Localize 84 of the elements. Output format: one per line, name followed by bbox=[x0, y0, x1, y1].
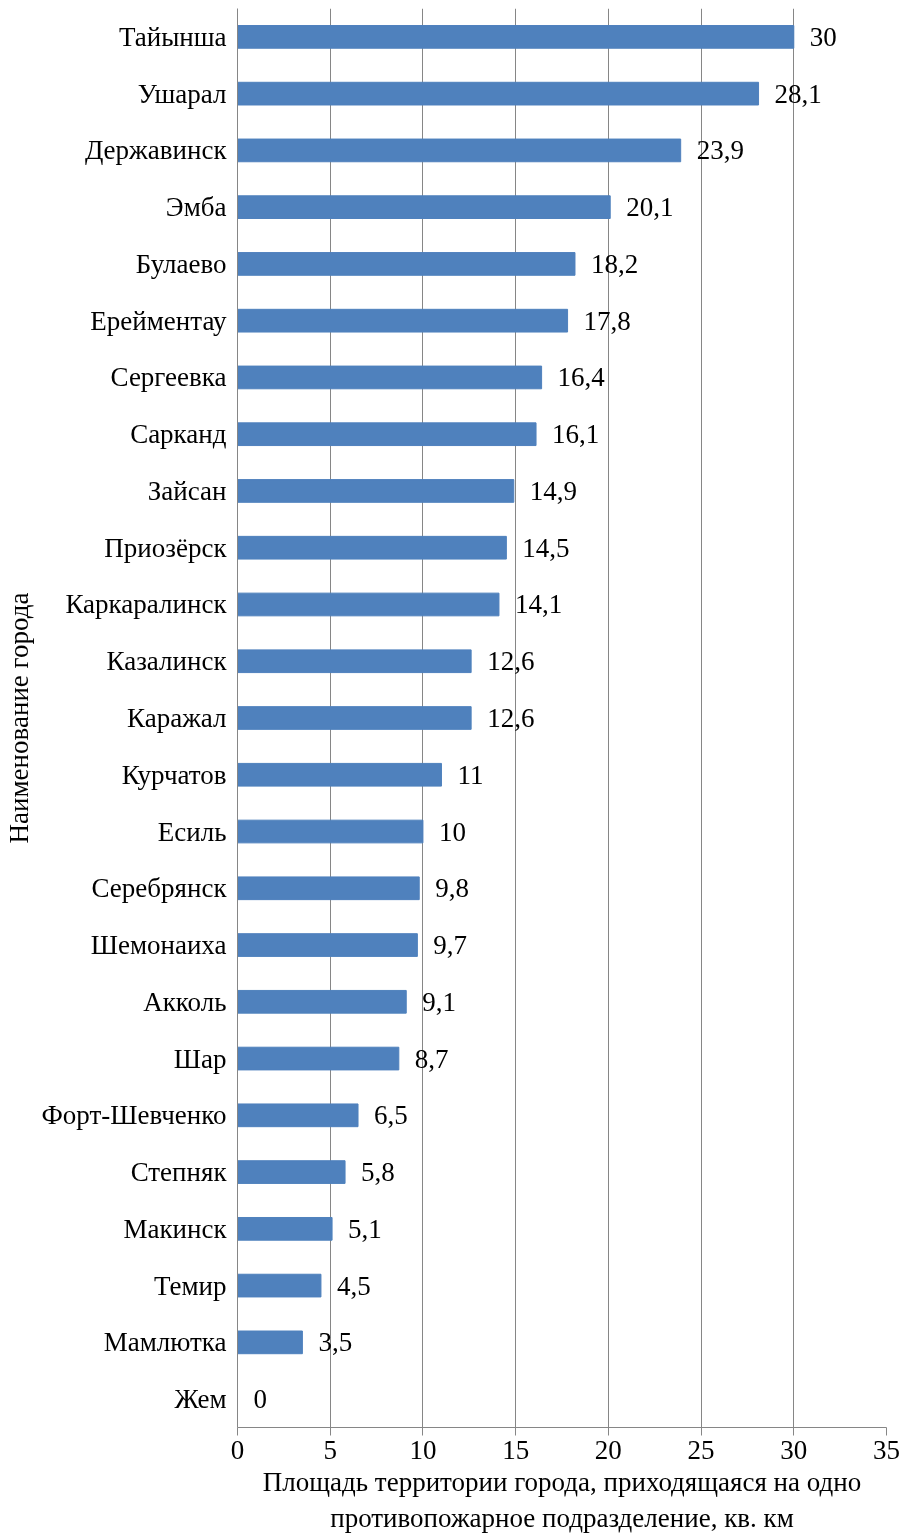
y-tick-label: Акколь bbox=[143, 986, 227, 1017]
x-tick-label: 30 bbox=[780, 1434, 808, 1465]
bar bbox=[237, 25, 795, 49]
y-tick-label: Сергеевка bbox=[110, 362, 227, 393]
data-label: 4,5 bbox=[336, 1270, 371, 1301]
data-label: 14,1 bbox=[514, 589, 563, 620]
bar bbox=[237, 252, 576, 276]
data-label: 17,8 bbox=[583, 305, 631, 336]
y-tick-label: Сарканд bbox=[130, 419, 227, 450]
y-tick-label: Жем bbox=[174, 1384, 227, 1415]
data-label: 14,9 bbox=[529, 475, 578, 506]
data-label: 12,6 bbox=[487, 703, 535, 733]
bar bbox=[237, 933, 418, 957]
data-label: 9,8 bbox=[435, 873, 469, 904]
data-label: 10 bbox=[438, 816, 466, 847]
bar bbox=[237, 308, 569, 333]
bar bbox=[237, 1160, 346, 1184]
data-label: 18,2 bbox=[590, 248, 639, 279]
bar bbox=[237, 1330, 303, 1355]
bar bbox=[237, 989, 407, 1014]
bar bbox=[237, 365, 543, 390]
data-label: 6,5 bbox=[374, 1100, 408, 1131]
y-tick-label: Ушарал bbox=[137, 78, 227, 109]
x-tick-label: 35 bbox=[873, 1434, 900, 1465]
x-tick-label: 20 bbox=[594, 1434, 622, 1465]
y-tick-label: Курчатов bbox=[121, 759, 227, 790]
y-tick-label: Темир bbox=[154, 1270, 227, 1301]
bar bbox=[237, 81, 760, 106]
y-tick-label: Есиль bbox=[157, 816, 227, 847]
data-label: 23,9 bbox=[696, 135, 744, 166]
y-axis-title: Наименование города bbox=[3, 592, 34, 844]
y-tick-label: Шемонаиха bbox=[90, 930, 227, 961]
data-label: 12,6 bbox=[487, 646, 535, 677]
y-tick-label: Зайсан bbox=[147, 475, 227, 506]
y-tick-label: Приозёрск bbox=[104, 532, 228, 563]
data-label: 14,5 bbox=[522, 532, 570, 563]
bar bbox=[237, 1103, 359, 1128]
bar bbox=[237, 1216, 333, 1241]
bar bbox=[237, 1273, 322, 1298]
data-label: 16,1 bbox=[552, 419, 600, 450]
y-tick-label: Каркаралинск bbox=[65, 589, 228, 620]
bar bbox=[237, 195, 611, 220]
bar bbox=[237, 762, 442, 787]
x-tick-label: 5 bbox=[323, 1434, 337, 1465]
y-tick-label: Эмба bbox=[165, 192, 227, 223]
bar bbox=[237, 535, 507, 560]
data-label: 5,8 bbox=[361, 1157, 395, 1188]
data-label: 9,7 bbox=[433, 930, 468, 961]
y-tick-label: Шар bbox=[173, 1043, 227, 1074]
y-tick-label: Серебрянск bbox=[91, 873, 228, 904]
y-tick-label: Ерейментау bbox=[90, 305, 227, 336]
y-tick-label: Макинск bbox=[123, 1213, 228, 1244]
data-label: 8,7 bbox=[414, 1043, 449, 1074]
y-tick-label: Тайынша bbox=[118, 21, 227, 52]
bar bbox=[237, 138, 682, 163]
y-tick-label: Казалинск bbox=[106, 646, 228, 677]
x-tick-label: 10 bbox=[409, 1434, 437, 1465]
bar bbox=[237, 876, 420, 901]
data-label: 20,1 bbox=[626, 192, 674, 223]
y-tick-label: Степняк bbox=[130, 1157, 228, 1188]
x-tick-label: 0 bbox=[230, 1434, 245, 1465]
bar bbox=[237, 1046, 400, 1071]
bar bbox=[237, 819, 424, 844]
data-label: 9,1 bbox=[422, 986, 456, 1017]
data-label: 16,4 bbox=[557, 362, 606, 393]
bar bbox=[237, 649, 472, 674]
data-label: 11 bbox=[457, 759, 484, 790]
data-label: 30 bbox=[809, 21, 837, 52]
bar bbox=[237, 422, 537, 447]
y-tick-label: Каражал bbox=[127, 703, 227, 733]
bar bbox=[237, 592, 500, 617]
y-tick-label: Форт-Шевченко bbox=[41, 1100, 227, 1131]
bar bbox=[237, 479, 515, 503]
data-label: 0 bbox=[253, 1384, 267, 1415]
y-tick-label: Булаево bbox=[135, 248, 227, 279]
x-axis-title: Площадь территории города, приходящаяся на одно противопожарное подразделение, кв. км bbox=[262, 1466, 862, 1533]
bar bbox=[237, 706, 472, 730]
data-label: 3,5 bbox=[318, 1327, 353, 1358]
y-tick-label: Мамлютка bbox=[103, 1327, 227, 1358]
x-tick-label: 25 bbox=[687, 1434, 715, 1465]
data-label: 5,1 bbox=[348, 1213, 382, 1244]
data-label: 28,1 bbox=[774, 78, 822, 109]
y-tick-label: Державинск bbox=[84, 135, 228, 166]
x-tick-label: 15 bbox=[502, 1434, 530, 1465]
